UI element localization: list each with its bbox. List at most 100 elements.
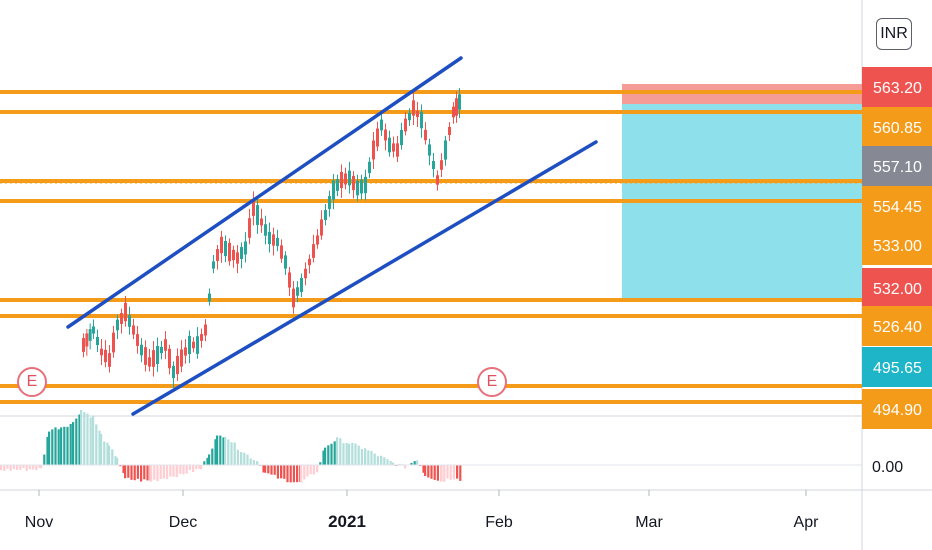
histogram-bar: [236, 449, 239, 465]
histogram-bar: [276, 465, 279, 479]
histogram-bar: [140, 465, 143, 482]
candle-body: [132, 325, 135, 335]
candle-body: [455, 98, 458, 116]
price-tag: [862, 225, 932, 265]
candle-body: [364, 176, 367, 194]
position-tool[interactable]: [622, 84, 862, 298]
histogram-bar: [100, 433, 103, 465]
candle-body: [352, 175, 355, 191]
histogram-bar: [289, 465, 292, 483]
candle-body: [308, 258, 311, 266]
candle-body: [300, 278, 303, 292]
candle-body: [196, 336, 199, 354]
histogram-bar: [296, 465, 299, 483]
candle-body: [232, 249, 235, 261]
histogram-bar: [80, 410, 83, 465]
histogram-bar: [133, 465, 136, 481]
time-tick-label: Dec: [169, 514, 197, 531]
histogram-bar: [252, 459, 255, 465]
candle-body: [448, 126, 451, 136]
earnings-event-marker[interactable]: E: [17, 367, 47, 397]
histogram-bar: [72, 422, 75, 465]
histogram-bar: [159, 465, 162, 479]
earnings-event-marker[interactable]: E: [477, 367, 507, 397]
histogram-bar: [273, 465, 276, 475]
histogram-bar: [60, 427, 63, 465]
histogram-bar: [267, 465, 270, 474]
histogram-bar: [316, 465, 319, 471]
histogram-bar: [22, 465, 25, 468]
histogram-bar: [264, 465, 267, 473]
histogram-bar: [143, 465, 146, 480]
histogram-bar: [354, 443, 357, 465]
candle-body: [244, 241, 247, 255]
candle-body: [240, 247, 243, 259]
histogram-bar: [230, 442, 233, 465]
histogram-bar: [43, 454, 46, 465]
candle-body: [316, 235, 319, 245]
candle-body: [88, 329, 92, 341]
histogram-bar: [345, 442, 348, 465]
histogram-bar: [16, 465, 19, 470]
histogram-bar: [449, 465, 452, 480]
candle-body: [252, 200, 255, 216]
candle-body: [172, 365, 175, 379]
histogram-bar: [319, 462, 322, 465]
price-tag-label: 494.90: [873, 402, 922, 419]
histogram-bar: [452, 465, 455, 480]
histogram-bar: [410, 462, 413, 465]
histogram-bar: [246, 454, 249, 465]
histogram-bar: [300, 465, 303, 483]
candle-body: [348, 170, 351, 186]
histogram-bar: [28, 465, 31, 470]
candle-body: [124, 302, 127, 322]
horizontal-lines[interactable]: [0, 90, 862, 404]
candle-body: [424, 129, 427, 141]
candle-body: [296, 287, 299, 296]
price-tag: [862, 146, 932, 186]
candle-body: [388, 137, 391, 153]
price-tag-label: 560.85: [873, 120, 922, 137]
candle-body: [216, 249, 219, 261]
candle-body: [372, 140, 375, 160]
histogram-bar: [306, 465, 309, 477]
histogram-bar: [222, 437, 225, 465]
candle-body: [452, 106, 455, 118]
histogram-bar: [216, 435, 219, 465]
histogram-bar: [57, 429, 60, 465]
candle-body: [324, 210, 327, 220]
histogram-bar: [283, 465, 286, 479]
candle-body: [280, 245, 283, 259]
candle-body: [82, 338, 85, 352]
candle-body: [96, 336, 99, 346]
channel-upper-line[interactable]: [66, 56, 463, 329]
histogram-bar: [69, 423, 72, 465]
histogram-bar: [206, 457, 209, 465]
candle-body: [180, 349, 183, 367]
candle-body: [340, 171, 343, 189]
histogram-bar: [89, 417, 92, 465]
histogram-bar: [436, 465, 439, 481]
channel-lower-line[interactable]: [131, 140, 598, 416]
currency-button[interactable]: INR: [876, 18, 912, 50]
candle-body: [120, 313, 123, 324]
histogram-bar: [364, 448, 367, 465]
histogram-bar: [150, 465, 153, 482]
histogram-bar: [440, 465, 443, 482]
candle-body: [368, 161, 371, 174]
histogram-bar: [192, 465, 195, 473]
histogram-bar: [203, 461, 206, 465]
histogram-bar: [413, 461, 416, 465]
histogram-bar: [383, 457, 386, 465]
price-tag: [862, 107, 932, 147]
histogram-bar: [336, 437, 339, 465]
histogram-bar: [324, 447, 327, 465]
histogram-bar: [380, 455, 383, 465]
candle-body: [140, 344, 143, 356]
histogram-bar: [333, 441, 336, 465]
histogram-bar: [78, 414, 81, 465]
price-tag: [862, 389, 932, 429]
histogram-bar: [422, 465, 425, 473]
histogram-bar: [86, 413, 89, 465]
